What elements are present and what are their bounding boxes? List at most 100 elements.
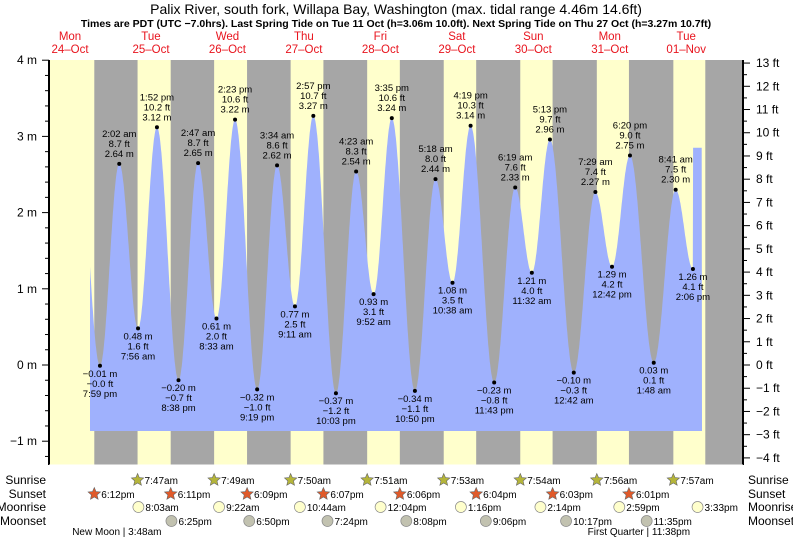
sunrise-star-icon — [130, 472, 145, 486]
right-tick-label: −3 ft — [756, 428, 780, 442]
tide-label-time: 10:50 pm — [395, 414, 435, 425]
tide-label-ft: 10.6 ft — [379, 93, 406, 104]
sunrise-star-icon — [283, 472, 298, 486]
tide-label-ft: 10.3 ft — [457, 101, 484, 112]
tide-label-m: 2.33 m — [501, 172, 530, 183]
tide-label-m: 3.22 m — [221, 105, 250, 116]
moonrise-time: 8:03am — [145, 503, 178, 514]
daylight-band — [49, 60, 95, 465]
tide-label-m: 3.27 m — [299, 101, 328, 112]
moonset-icon — [400, 515, 413, 527]
tide-label-ft: 8.3 ft — [346, 146, 367, 157]
chart-title: Palix River, south fork, Willapa Bay, Wa… — [150, 1, 642, 17]
tide-label-ft: 4.2 ft — [601, 280, 622, 291]
tide-label-m: −0.34 m — [398, 394, 433, 405]
moon-phase-label: First Quarter | 11:38pm — [588, 527, 690, 538]
tide-label-m: 0.03 m — [639, 366, 668, 377]
sunset-time: 6:12pm — [101, 490, 134, 501]
moonset-icon — [479, 515, 492, 527]
tide-label-ft: −0.0 ft — [87, 379, 114, 390]
sunrise-star-icon — [207, 472, 222, 486]
day-label-dow: Fri — [374, 31, 387, 43]
day-label-dow: Wed — [216, 31, 239, 43]
tide-label-time: 9:52 am — [356, 317, 390, 328]
moonset-time: 6:50pm — [256, 517, 289, 528]
tide-dot — [547, 137, 552, 142]
moonrise-icon — [213, 501, 225, 513]
tide-label-ft: 4.0 ft — [521, 286, 542, 297]
right-tick-label: 10 ft — [756, 126, 780, 140]
tide-label-time: 5:13 pm — [533, 104, 567, 115]
moonset-row-label-right: Moonset — [748, 514, 793, 528]
tide-dot — [673, 187, 678, 192]
moonset-icon — [640, 515, 653, 527]
sunset-time: 6:04pm — [483, 490, 516, 501]
moonrise-time: 12:04pm — [388, 503, 427, 514]
tide-label-m: −0.01 m — [83, 369, 118, 380]
high-tide-point: 4:23 am8.3 ft2.54 m — [339, 136, 373, 174]
tide-label-time: 4:19 pm — [453, 91, 487, 102]
day-label-dow: Sat — [448, 31, 466, 43]
tide-label-ft: 8.6 ft — [266, 140, 287, 151]
left-tick-label: 0 m — [17, 358, 37, 372]
right-tick-label: 1 ft — [756, 335, 773, 349]
sunrise-time: 7:57am — [680, 476, 713, 487]
day-label-date: 29–Oct — [438, 44, 476, 56]
right-tick-label: 5 ft — [756, 242, 773, 256]
tide-label-m: 1.26 m — [678, 272, 707, 283]
sunrise-star-icon — [666, 472, 681, 486]
tide-label-time: 1:48 am — [637, 386, 671, 397]
left-tick-label: −1 m — [10, 434, 37, 448]
sunset-time: 6:07pm — [330, 490, 363, 501]
moonset-time: 11:35pm — [654, 517, 692, 528]
moonset-time: 6:25pm — [178, 517, 211, 528]
tide-label-time: 7:56 am — [121, 351, 155, 362]
tide-label-ft: 0.1 ft — [643, 376, 664, 387]
low-tide-point: −0.20 m−0.7 ft8:38 pm — [161, 378, 196, 414]
high-tide-point: 5:18 am8.0 ft2.44 m — [418, 144, 453, 182]
right-tick-label: 12 ft — [756, 79, 780, 93]
high-tide-point: 5:13 pm9.7 ft2.96 m — [533, 104, 567, 142]
tide-label-m: −0.10 m — [556, 376, 591, 387]
right-tick-label: 2 ft — [756, 312, 773, 326]
tide-dot — [136, 326, 141, 331]
right-tick-label: 11 ft — [756, 103, 779, 117]
sunrise-time: 7:47am — [145, 476, 178, 487]
sunrise-time: 7:51am — [374, 476, 407, 487]
sunset-star-icon — [469, 486, 484, 500]
moonrise-row-label-right: Moonrise — [748, 500, 793, 514]
moon-phase-label: New Moon | 3:48am — [72, 527, 161, 538]
sunrise-time: 7:56am — [604, 476, 637, 487]
low-tide-point: 0.77 m2.5 ft9:11 am — [278, 304, 312, 340]
tide-label-ft: 2.5 ft — [284, 319, 305, 330]
tide-label-time: 6:20 pm — [613, 120, 647, 131]
tide-label-m: 0.77 m — [280, 309, 309, 320]
tide-dot — [690, 266, 695, 271]
tide-dot — [154, 125, 159, 130]
tide-label-m: 2.65 m — [184, 148, 213, 159]
tide-label-time: 2:57 pm — [296, 81, 330, 92]
tide-label-time: 11:43 pm — [475, 406, 514, 417]
high-tide-point: 2:47 am8.7 ft2.65 m — [181, 128, 215, 166]
tide-label-time: 9:11 am — [278, 329, 312, 340]
high-tide-point: 6:19 am7.6 ft2.33 m — [498, 152, 532, 190]
tide-label-m: 2.27 m — [581, 177, 610, 188]
sunrise-row-label-left: Sunrise — [5, 473, 46, 487]
tide-dot — [371, 292, 376, 297]
tide-label-time: 8:33 am — [199, 342, 233, 353]
day-label-dow: Mon — [599, 31, 621, 43]
sunset-star-icon — [545, 486, 560, 500]
tide-dot — [214, 316, 219, 321]
day-label-dow: Mon — [59, 31, 81, 43]
tide-label-m: 2.96 m — [535, 124, 564, 135]
tide-label-ft: 10.6 ft — [222, 95, 249, 106]
right-tick-label: 0 ft — [756, 358, 773, 372]
sunset-time: 6:06pm — [407, 490, 440, 501]
sunset-star-icon — [392, 486, 407, 500]
sunset-time: 6:11pm — [178, 490, 211, 501]
